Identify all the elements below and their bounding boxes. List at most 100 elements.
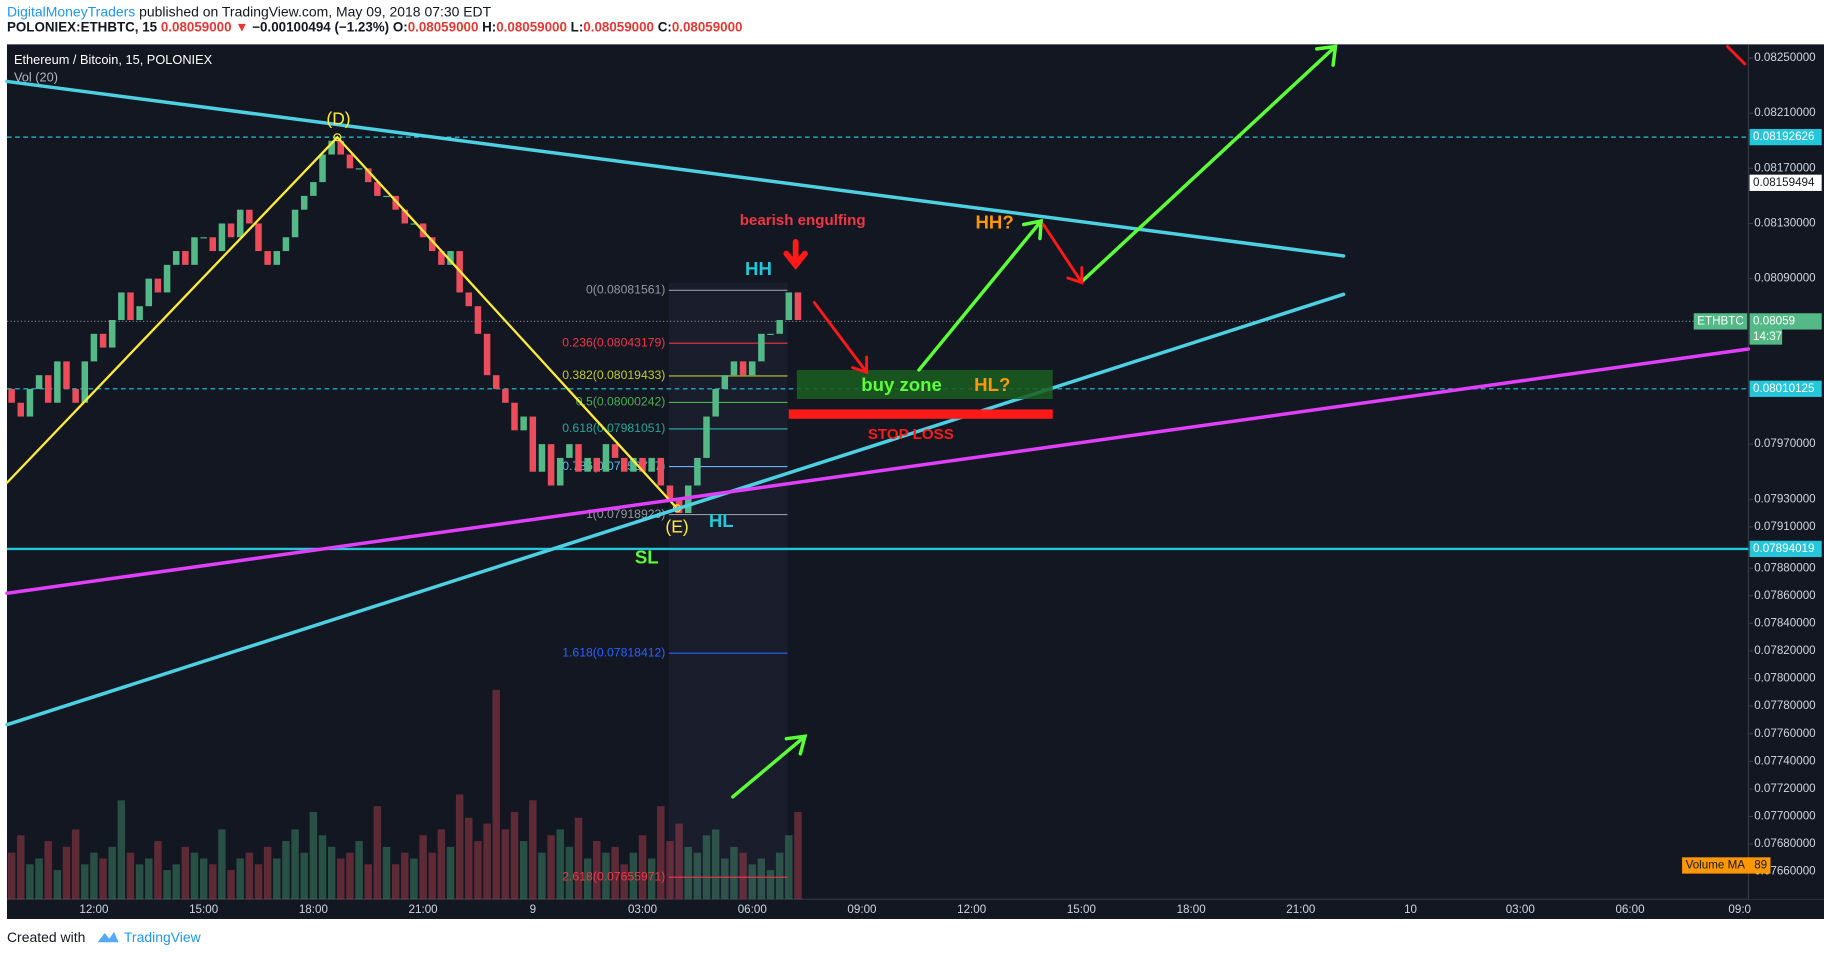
symbol-tag [1693, 313, 1748, 330]
candle-body [520, 416, 527, 431]
drawings [5, 44, 1751, 799]
candle-body [81, 361, 89, 403]
created-with: Created with [6, 929, 86, 946]
candle-body [648, 457, 655, 472]
candle-body [620, 457, 628, 472]
x-tick-label: 09:0 [1728, 903, 1751, 916]
y-tick-label: 0.07880000 [1754, 561, 1816, 574]
volume-bar [437, 829, 446, 900]
candle-body [465, 292, 473, 307]
volume-bar [172, 864, 180, 900]
volume-bar [556, 829, 564, 900]
x-tick-label: 10 [1404, 903, 1417, 916]
publish-line: DigitalMoneyTraders published on Trading… [7, 3, 491, 19]
candle-body [492, 375, 500, 389]
volume-bar [465, 817, 473, 900]
y-tick-label: 0.08210000 [1754, 106, 1816, 119]
chart-title: Ethereum / Bitcoin, 15, POLONIEX [14, 52, 213, 67]
volume-bar [181, 846, 190, 900]
fib-label: 0.236(0.08043179) [562, 335, 665, 349]
countdown-box [1749, 329, 1783, 345]
volume-bar [602, 852, 610, 900]
candle-body [145, 278, 153, 307]
pivot-d [333, 133, 342, 142]
y-tick-label: 0.07840000 [1754, 616, 1816, 629]
volume-bar [300, 852, 308, 900]
author-link[interactable]: DigitalMoneyTraders [6, 3, 136, 20]
candle-body [502, 388, 509, 403]
volume-bar [346, 852, 354, 900]
candle-body [593, 457, 601, 472]
candle-body [364, 168, 372, 183]
x-tick-label: 15:00 [1067, 903, 1097, 916]
candle-body [739, 361, 747, 376]
y-tick-label: 0.07760000 [1754, 727, 1816, 740]
candle-layer [8, 140, 802, 514]
price-marker-label: 0.08010125 [1753, 382, 1814, 395]
candle-body [556, 457, 564, 486]
volume-ma-tag [1682, 857, 1771, 874]
volume-bar [26, 864, 34, 900]
y-tick-label: 0.07970000 [1754, 437, 1816, 450]
y-tick-label: 0.07740000 [1754, 754, 1816, 767]
axes: 12:00 15:00 18:00 21:00 9 03:00 06:00 09:00 12:0… [79, 51, 1822, 916]
candle-body [584, 457, 591, 472]
candle-body [310, 182, 317, 196]
volume-bar [337, 858, 345, 900]
x-tick-label: 18:00 [299, 903, 329, 916]
fib-label: 1.618(0.07818412) [562, 645, 665, 659]
volume-bar [209, 864, 217, 900]
h-label: H: [482, 20, 497, 35]
volume-bar [236, 858, 244, 900]
l: 0.08059000 [583, 20, 654, 35]
candle-body [200, 237, 207, 239]
label: HH [745, 258, 772, 279]
x-tick-label: 15:00 [189, 903, 219, 916]
candle-body [758, 333, 765, 362]
c-label: C: [657, 20, 672, 35]
last: 0.08059000 [160, 20, 232, 35]
label: STOP LOSS [868, 426, 954, 443]
candle-body [118, 292, 125, 321]
red-arrows [783, 45, 1747, 375]
candle-body [227, 223, 235, 238]
candle-body [328, 140, 335, 155]
candle-body [566, 444, 573, 458]
candle-body [300, 195, 308, 210]
volume-bar [71, 829, 80, 900]
chart: 0(0.08081561) 0.236(0.08043179) 0.382(0.08… [5, 44, 1824, 919]
volume-bar [382, 846, 391, 900]
volume-bar [254, 864, 263, 900]
volume-bar [282, 841, 290, 900]
arrow [1726, 45, 1747, 66]
volume-bar [519, 841, 528, 900]
y-tick-label: 0.07720000 [1754, 782, 1816, 795]
volume-bar [611, 846, 619, 900]
price-marker-label: 0.08192626 [1753, 130, 1814, 143]
volume-bar [684, 846, 692, 900]
candle-body [602, 444, 610, 472]
volume-bar [108, 846, 116, 900]
candle-body [675, 499, 683, 514]
volume-bar [391, 864, 400, 900]
volume-bar [702, 835, 711, 900]
candle-body [72, 388, 79, 403]
candle-body [410, 223, 418, 225]
countdown: 14:37 [1753, 330, 1782, 343]
x-tick-label: 09:00 [847, 903, 877, 916]
candle-body [547, 444, 555, 486]
arrow [917, 218, 1044, 372]
symbol-tag-label: ETHBTC [1697, 314, 1744, 327]
label: (E) [665, 517, 688, 537]
volume-bar [99, 858, 107, 900]
h: 0.08059000 [496, 20, 567, 35]
brand-link[interactable]: TradingView [123, 929, 201, 946]
volume-ma-value: 89 [1754, 859, 1767, 872]
candle-body [337, 140, 345, 155]
y-tick-label: 0.07820000 [1754, 644, 1816, 657]
arrow [783, 239, 808, 270]
candle-body [191, 237, 198, 265]
volume-bar [785, 835, 793, 900]
fib-label: 0.382(0.08019433) [562, 368, 665, 382]
volume-bar [620, 864, 628, 900]
